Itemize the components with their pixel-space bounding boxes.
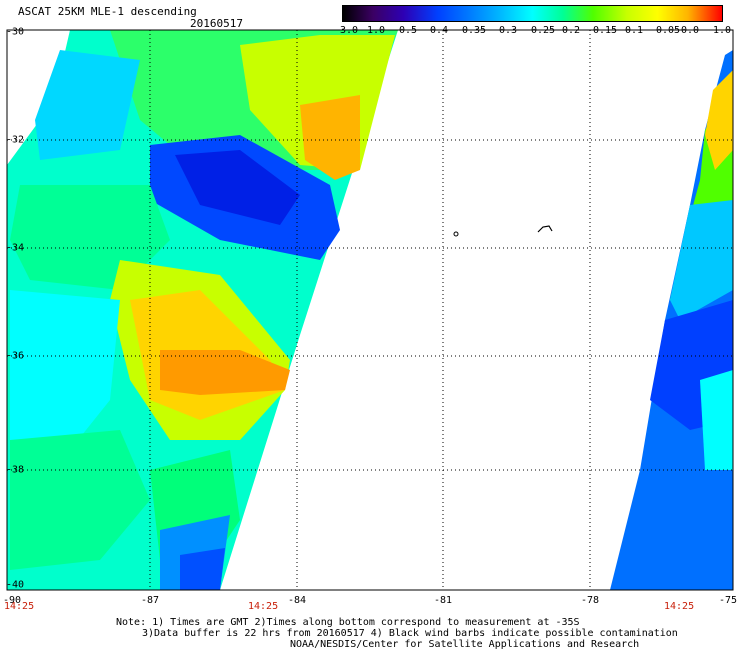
colorbar-label: -0.4 [423,25,449,36]
colorbar-label: -1.0 [360,25,386,36]
time-label: 14:25 [4,601,35,612]
colorbar-label: -0.25 [524,25,556,36]
note-line-2: 3)Data buffer is 22 hrs from 20160517 4)… [142,628,678,639]
latitude-label: -30 [6,26,25,38]
colorbar-label: -0.2 [555,25,581,36]
map-date: 20160517 [190,17,243,30]
colorbar-label: 0.0 [680,25,700,36]
graticule [7,30,733,590]
latitude-label: -36 [6,350,25,362]
island-outlines [453,225,553,237]
time-label: 14:25 [664,601,695,612]
map-frame [6,29,734,591]
longitude-label: -87 [140,595,160,606]
colorbar-gradient [343,6,722,21]
colorbar-label: -0.5 [392,25,418,36]
colorbar [342,5,723,22]
longitude-label: -75 [718,595,738,606]
longitude-label: -78 [580,595,600,606]
latitude-label: -34 [6,242,25,254]
colorbar-label: -0.35 [455,25,487,36]
latitude-label: -38 [6,464,25,476]
colorbar-label: -0.05 [649,25,681,36]
colorbar-label: -3.0 [333,25,359,36]
colorbar-label: -0.3 [492,25,518,36]
longitude-label: -90 [2,595,22,606]
longitude-label: -84 [287,595,307,606]
map-title: ASCAT 25KM MLE-1 descending [18,5,197,18]
colorbar-label: 1.0 [712,25,732,36]
latitude-label: -32 [6,134,25,146]
latitude-label: -40 [6,579,25,591]
colorbar-label: -0.15 [586,25,618,36]
colorbar-label: -0.1 [618,25,644,36]
note-line-3: NOAA/NESDIS/Center for Satellite Applica… [290,639,640,650]
time-label: 14:25 [248,601,279,612]
longitude-label: -81 [433,595,453,606]
eastern-swath [610,50,733,590]
western-swath [7,30,398,590]
note-line-1: Note: 1) Times are GMT 2)Times along bot… [116,617,580,628]
